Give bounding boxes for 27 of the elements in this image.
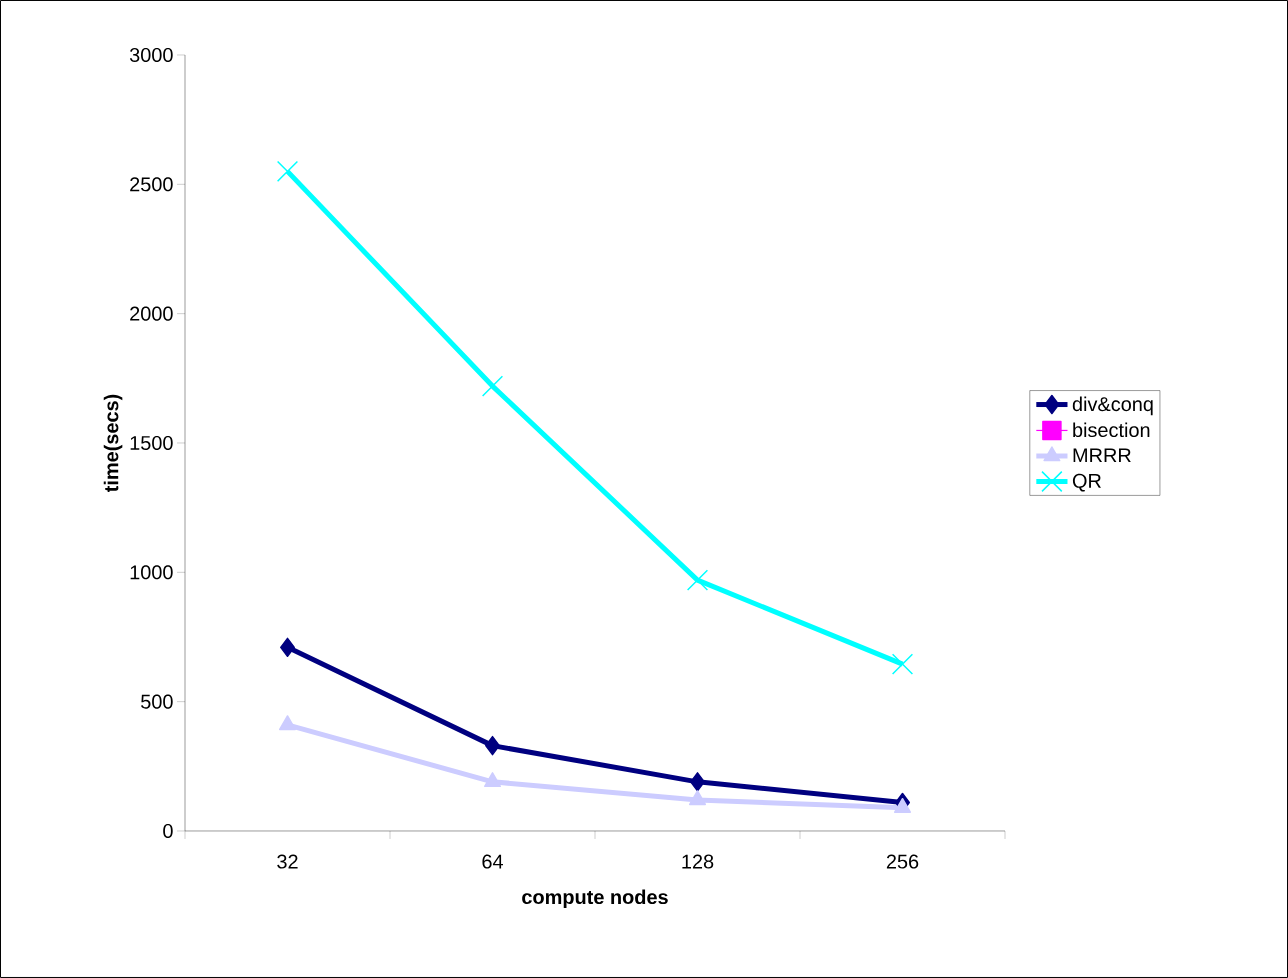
y-axis-title: time(secs) <box>103 394 123 493</box>
y-tick-label: 1000 <box>130 565 173 580</box>
point <box>690 772 706 792</box>
legend-label: MRRR <box>1073 448 1131 463</box>
y-tick-label: 2500 <box>130 177 173 192</box>
legend-label: div&conq <box>1072 396 1153 416</box>
point <box>483 772 502 788</box>
point <box>280 637 296 658</box>
y-tick-label: 500 <box>141 694 173 709</box>
x-tick-label: 32 <box>277 854 298 869</box>
y-tick-label: 3000 <box>129 47 173 63</box>
y-tick-label: 0 <box>163 823 173 839</box>
point <box>485 735 501 756</box>
point <box>891 653 914 675</box>
x-tick-label: 64 <box>482 854 504 869</box>
x-tick-label: 256 <box>886 854 919 869</box>
y-tick-label: 1500 <box>130 435 173 451</box>
point <box>893 797 912 813</box>
point <box>688 790 707 806</box>
point <box>686 569 709 591</box>
legend-label: QR <box>1072 473 1101 492</box>
x-tick-label: 128 <box>682 854 714 869</box>
x-axis-title: compute nodes <box>522 889 668 909</box>
point <box>278 715 297 731</box>
y-tick-label: 2000 <box>130 306 173 321</box>
point <box>276 160 299 183</box>
legend-label: bisection <box>1073 422 1150 438</box>
